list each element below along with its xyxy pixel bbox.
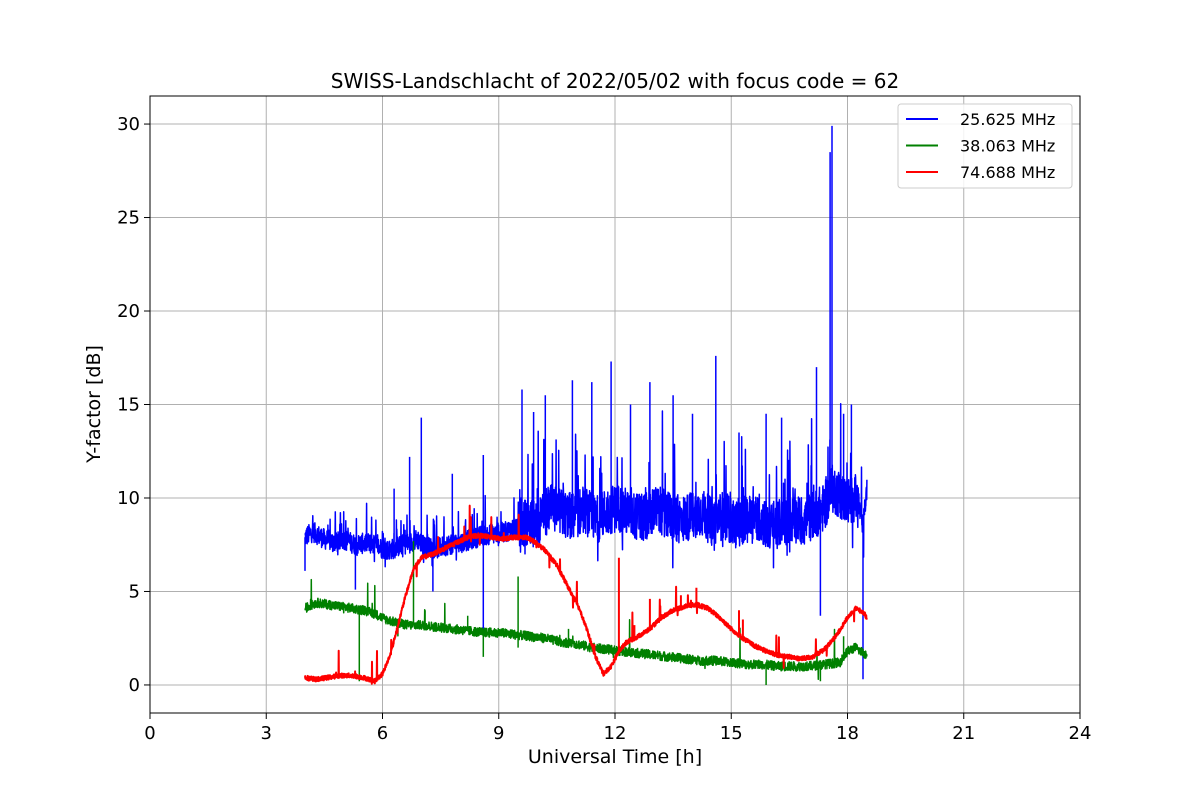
y-axis: 0 5 10 15 20 25 30 — [117, 114, 150, 696]
legend-box — [897, 103, 1073, 189]
x-axis-label: Universal Time [h] — [528, 746, 702, 768]
x-tick-label: 12 — [604, 723, 627, 744]
y-tick-label: 15 — [117, 395, 140, 416]
x-tick-label: 9 — [493, 723, 504, 744]
legend-entry: 74.688 MHz — [960, 163, 1055, 182]
x-tick-label: 18 — [836, 723, 859, 744]
y-tick-label: 25 — [117, 208, 140, 229]
chart-title: SWISS-Landschlacht of 2022/05/02 with fo… — [331, 69, 899, 93]
y-tick-label: 0 — [129, 675, 140, 696]
x-tick-label: 15 — [720, 723, 743, 744]
series-line-0 — [304, 125, 868, 680]
y-tick-label: 30 — [117, 114, 140, 135]
grid — [149, 96, 1081, 713]
series-layer — [304, 125, 868, 685]
legend: 25.625 MHz 38.063 MHz 74.688 MHz — [897, 103, 1073, 189]
legend-entry: 25.625 MHz — [960, 110, 1055, 129]
y-tick-label: 5 — [129, 581, 140, 602]
x-tick-label: 3 — [261, 723, 272, 744]
series-line-1 — [304, 541, 868, 685]
x-tick-label: 6 — [377, 723, 388, 744]
legend-entry: 38.063 MHz — [960, 137, 1055, 156]
x-tick-label: 24 — [1069, 723, 1092, 744]
y-tick-label: 10 — [117, 488, 140, 509]
x-tick-label: 0 — [144, 723, 155, 744]
y-tick-label: 20 — [117, 301, 140, 322]
x-axis: 0 3 6 9 12 15 18 21 24 — [144, 713, 1091, 744]
x-tick-label: 21 — [952, 723, 975, 744]
y-axis-label: Y-factor [dB] — [83, 345, 105, 464]
series-line-2 — [304, 504, 868, 685]
